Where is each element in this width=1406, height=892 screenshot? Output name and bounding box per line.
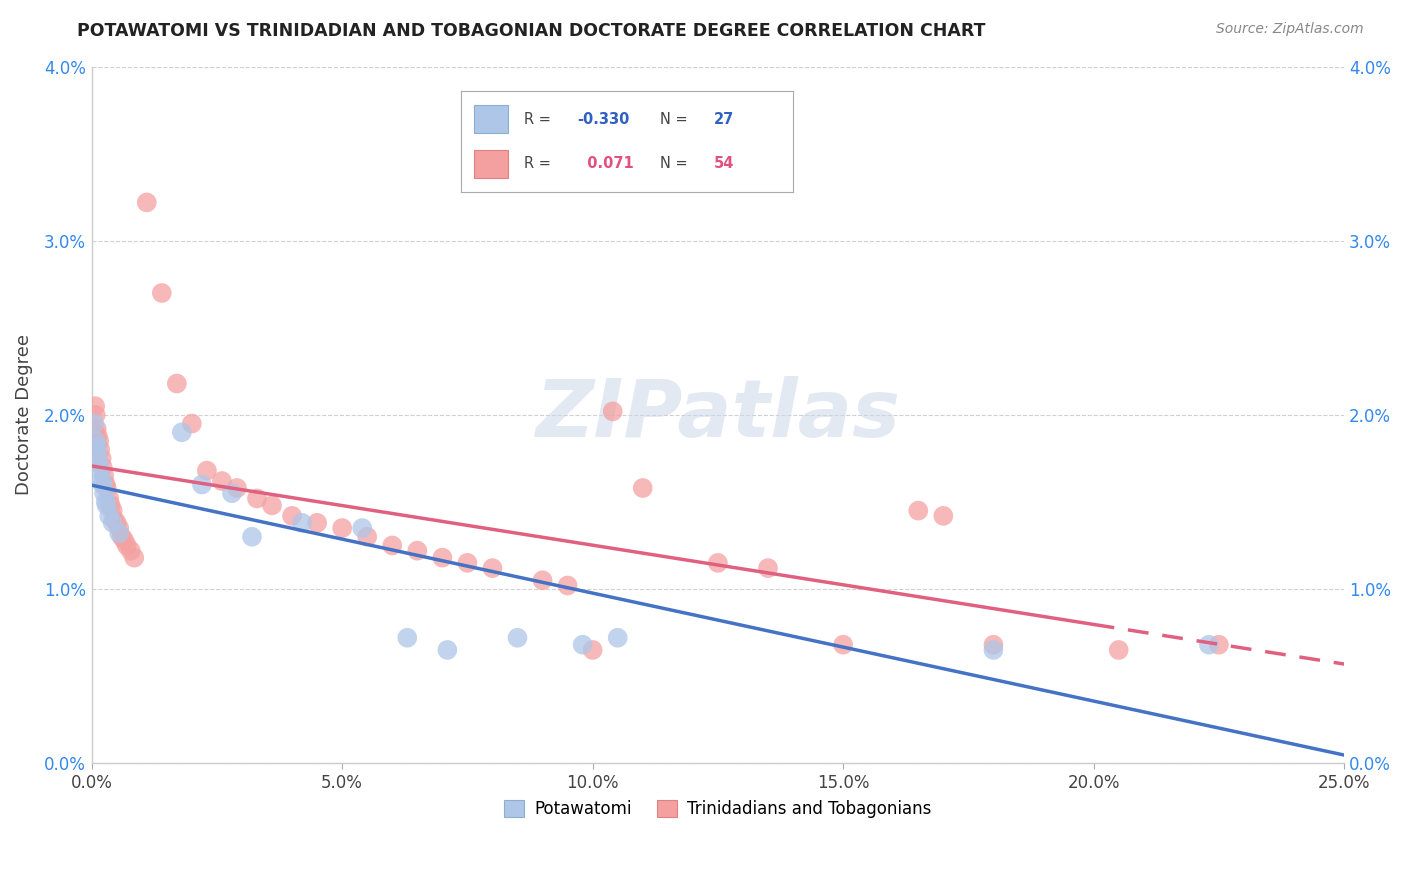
Point bbox=[108, 521, 131, 535]
Point bbox=[101, 503, 124, 517]
Point bbox=[94, 477, 117, 491]
Point bbox=[226, 481, 249, 495]
Point bbox=[221, 486, 243, 500]
Point bbox=[83, 425, 105, 440]
Point bbox=[115, 539, 138, 553]
Point bbox=[436, 643, 458, 657]
Point bbox=[983, 643, 1005, 657]
Point bbox=[281, 508, 304, 523]
Point bbox=[108, 526, 131, 541]
Point bbox=[307, 516, 329, 530]
Point bbox=[756, 561, 779, 575]
Point bbox=[381, 539, 404, 553]
Point bbox=[406, 543, 429, 558]
Point bbox=[86, 429, 108, 443]
Point bbox=[86, 439, 108, 453]
Point bbox=[330, 521, 353, 535]
Point bbox=[98, 491, 121, 506]
Point bbox=[582, 643, 605, 657]
Point bbox=[91, 477, 114, 491]
Point bbox=[150, 285, 173, 300]
Point bbox=[240, 530, 263, 544]
Point bbox=[356, 530, 378, 544]
Legend: Potawatomi, Trinidadians and Tobagonians: Potawatomi, Trinidadians and Tobagonians bbox=[498, 793, 938, 824]
Point bbox=[481, 561, 503, 575]
Point bbox=[101, 516, 124, 530]
Point bbox=[211, 474, 233, 488]
Point bbox=[246, 491, 269, 506]
Point bbox=[180, 417, 202, 431]
Point bbox=[260, 499, 283, 513]
Point bbox=[84, 408, 107, 422]
Point bbox=[166, 376, 188, 391]
Point bbox=[90, 451, 112, 466]
Point bbox=[91, 460, 114, 475]
Point bbox=[1208, 638, 1230, 652]
Point bbox=[90, 464, 112, 478]
Point bbox=[191, 477, 214, 491]
Point bbox=[98, 508, 121, 523]
Point bbox=[832, 638, 855, 652]
Point bbox=[396, 631, 419, 645]
Point bbox=[100, 499, 122, 513]
Point bbox=[1198, 638, 1220, 652]
Point bbox=[84, 399, 107, 413]
Point bbox=[93, 468, 115, 483]
Point bbox=[89, 434, 111, 448]
Point bbox=[531, 574, 554, 588]
Point bbox=[195, 464, 218, 478]
Text: Source: ZipAtlas.com: Source: ZipAtlas.com bbox=[1216, 22, 1364, 37]
Point bbox=[456, 556, 478, 570]
Point bbox=[432, 550, 454, 565]
Point bbox=[557, 578, 579, 592]
Point bbox=[111, 530, 134, 544]
Point bbox=[112, 533, 135, 548]
Point bbox=[135, 195, 157, 210]
Point bbox=[120, 543, 142, 558]
Text: ZIPatlas: ZIPatlas bbox=[536, 376, 900, 454]
Point bbox=[506, 631, 529, 645]
Point bbox=[83, 417, 105, 431]
Point bbox=[103, 512, 125, 526]
Point bbox=[105, 516, 128, 530]
Point bbox=[84, 434, 107, 448]
Point bbox=[86, 446, 108, 460]
Point bbox=[983, 638, 1005, 652]
Point bbox=[707, 556, 730, 570]
Point bbox=[93, 486, 115, 500]
Point bbox=[94, 495, 117, 509]
Point bbox=[571, 638, 593, 652]
Point bbox=[352, 521, 374, 535]
Point bbox=[96, 481, 118, 495]
Point bbox=[1108, 643, 1130, 657]
Point bbox=[122, 550, 145, 565]
Point bbox=[606, 631, 628, 645]
Point bbox=[86, 422, 108, 436]
Point bbox=[90, 474, 112, 488]
Y-axis label: Doctorate Degree: Doctorate Degree bbox=[15, 334, 32, 495]
Point bbox=[932, 508, 955, 523]
Point bbox=[291, 516, 314, 530]
Point bbox=[89, 457, 111, 471]
Point bbox=[602, 404, 624, 418]
Point bbox=[89, 442, 111, 457]
Point bbox=[96, 499, 118, 513]
Text: POTAWATOMI VS TRINIDADIAN AND TOBAGONIAN DOCTORATE DEGREE CORRELATION CHART: POTAWATOMI VS TRINIDADIAN AND TOBAGONIAN… bbox=[77, 22, 986, 40]
Point bbox=[907, 503, 929, 517]
Point bbox=[170, 425, 193, 440]
Point bbox=[631, 481, 654, 495]
